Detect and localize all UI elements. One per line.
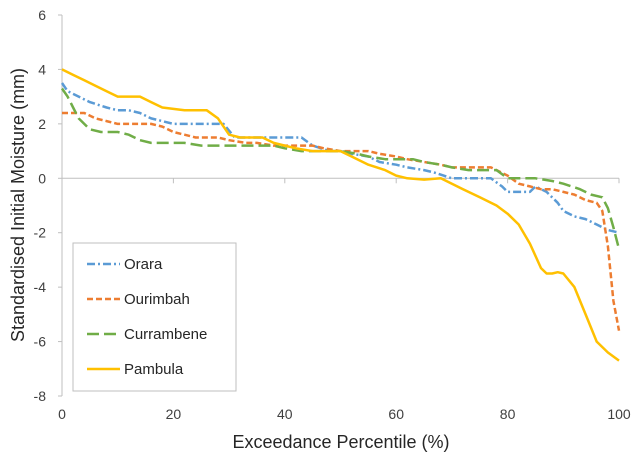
y-tick-label: 2 bbox=[38, 116, 46, 132]
legend-box bbox=[72, 242, 237, 392]
legend-label-ourimbah: Ourimbah bbox=[124, 291, 190, 308]
y-tick-label: -2 bbox=[34, 225, 47, 241]
legend-label-currambene: Currambene bbox=[124, 326, 207, 343]
x-tick-label: 80 bbox=[500, 406, 516, 422]
series-line-pambula bbox=[61, 68, 620, 362]
x-axis-title: Exceedance Percentile (%) bbox=[232, 432, 449, 452]
legend: Orara Ourimbah Currambene Pambula bbox=[72, 242, 237, 392]
series-line-currambene bbox=[60, 87, 621, 250]
y-tick-label: 4 bbox=[38, 61, 46, 77]
y-axis-ticks: -8 -6 -4 -2 0 2 4 6 bbox=[34, 7, 62, 404]
x-tick-label: 0 bbox=[58, 406, 66, 422]
series-layer bbox=[60, 68, 621, 362]
y-tick-label: -6 bbox=[34, 334, 47, 350]
y-tick-label: 0 bbox=[38, 170, 46, 186]
series-line-orara bbox=[60, 82, 620, 234]
x-tick-label: 100 bbox=[607, 406, 631, 422]
y-axis-title: Standardised Initial Moisture (mm) bbox=[8, 68, 28, 342]
y-tick-label: -8 bbox=[34, 388, 47, 404]
series-line-ourimbah bbox=[62, 111, 621, 331]
x-tick-label: 60 bbox=[388, 406, 404, 422]
legend-label-pambula: Pambula bbox=[124, 361, 184, 378]
x-axis-ticks: 0 20 40 60 80 100 bbox=[58, 178, 631, 422]
x-tick-label: 20 bbox=[166, 406, 182, 422]
legend-label-orara: Orara bbox=[124, 256, 163, 273]
y-tick-label: 6 bbox=[38, 7, 46, 23]
x-tick-label: 40 bbox=[277, 406, 293, 422]
y-tick-label: -4 bbox=[34, 279, 47, 295]
